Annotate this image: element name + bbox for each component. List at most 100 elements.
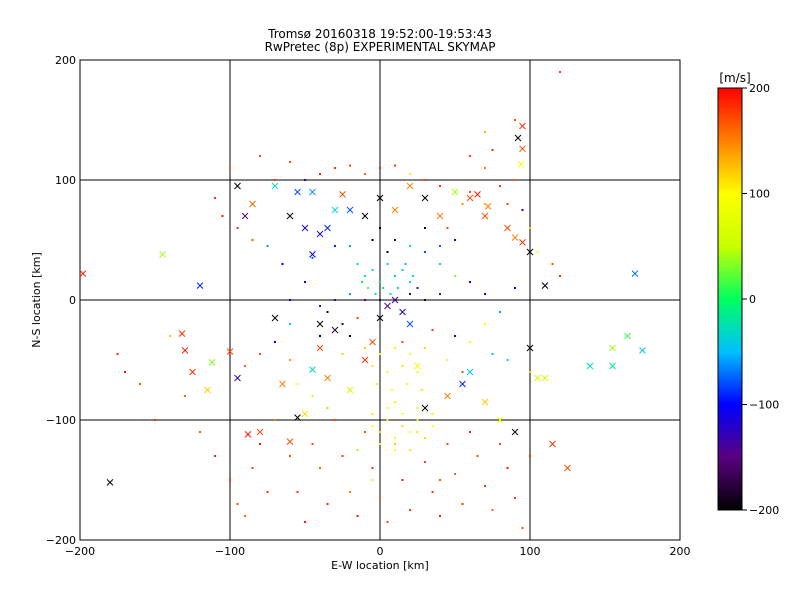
cross-marker [391, 206, 399, 214]
dot-marker [364, 173, 366, 175]
dot-marker [349, 491, 351, 493]
dot-marker [389, 293, 392, 295]
dot-marker [484, 131, 486, 133]
dot-marker [409, 245, 411, 247]
colorbar-gradient [717, 87, 743, 511]
dot-marker [236, 503, 239, 505]
dot-marker [296, 491, 299, 493]
colorbar-tick-label: −200 [749, 504, 779, 517]
cross-marker [244, 431, 252, 438]
dot-marker [424, 299, 426, 301]
dot-marker [364, 299, 366, 301]
cross-marker [406, 320, 414, 328]
cross-marker [226, 348, 234, 355]
cross-marker [234, 182, 241, 190]
dot-marker [506, 203, 509, 205]
dot-marker [356, 263, 359, 265]
dot-marker [379, 497, 381, 499]
cross-marker [534, 374, 541, 382]
dot-marker [412, 275, 414, 277]
dot-marker [266, 491, 269, 493]
dot-marker [439, 245, 441, 247]
dot-marker [334, 167, 336, 169]
cross-marker [249, 200, 256, 208]
dot-marker [169, 335, 171, 337]
dot-marker [446, 359, 449, 361]
cross-marker [106, 479, 114, 486]
dot-marker [319, 467, 321, 469]
dot-marker [394, 401, 396, 403]
cross-marker [376, 314, 384, 322]
dot-marker [551, 263, 554, 265]
cross-marker [519, 239, 526, 246]
dot-marker [259, 353, 261, 355]
dot-marker [401, 425, 404, 427]
dot-marker [386, 371, 389, 373]
dot-marker [371, 365, 374, 367]
dot-marker [154, 419, 156, 421]
cross-marker [301, 224, 309, 232]
cross-marker [541, 374, 549, 382]
dot-marker [536, 251, 539, 253]
cross-marker [309, 188, 316, 196]
x-tick-label: −200 [65, 545, 95, 558]
cross-marker [181, 347, 189, 354]
cross-marker [294, 414, 301, 421]
cross-marker [609, 344, 616, 352]
dot-marker [379, 431, 381, 433]
dot-marker [304, 179, 306, 181]
cross-marker [361, 212, 369, 220]
dot-marker [311, 443, 314, 445]
dot-marker [371, 425, 374, 427]
dot-marker [341, 455, 344, 457]
cross-marker [541, 282, 549, 289]
dot-marker [274, 419, 276, 421]
y-axis-ticks: 200 100 0 −100 −200 [46, 54, 680, 547]
colorbar-tick-label: 100 [749, 188, 770, 201]
dot-marker [379, 353, 381, 355]
dot-marker [469, 431, 471, 433]
y-tick-label: −100 [46, 414, 76, 427]
cross-marker [294, 188, 301, 196]
dot-marker [484, 323, 486, 325]
data-points [79, 71, 646, 529]
dot-marker [514, 119, 516, 121]
cross-marker [316, 320, 324, 328]
cross-marker [586, 362, 594, 370]
dot-marker [404, 263, 407, 265]
dot-marker [439, 515, 441, 517]
dot-marker [424, 227, 426, 229]
cross-marker [406, 182, 414, 190]
cross-marker [361, 356, 369, 364]
dot-marker [446, 443, 449, 445]
dot-marker [349, 164, 351, 167]
dot-marker [371, 467, 374, 469]
colorbar-tick-label: 0 [749, 293, 756, 306]
dot-marker [431, 329, 434, 331]
dot-marker [266, 245, 269, 247]
cross-marker [624, 332, 631, 340]
dot-marker [379, 299, 381, 301]
dot-marker [416, 407, 419, 409]
dot-marker [326, 407, 329, 409]
dot-marker [416, 419, 419, 421]
dot-marker [454, 275, 456, 277]
cross-marker [286, 212, 294, 220]
cross-marker [399, 308, 406, 316]
dot-marker [334, 419, 336, 421]
dot-marker [289, 299, 291, 301]
dot-marker [259, 155, 261, 157]
dot-marker [214, 197, 216, 199]
cross-marker [504, 224, 511, 232]
dot-marker [397, 287, 399, 289]
dot-marker [421, 389, 423, 391]
y-tick-label: −200 [46, 534, 76, 547]
dot-marker [361, 281, 363, 283]
cross-marker [324, 374, 331, 382]
dot-marker [469, 155, 471, 157]
dot-marker [124, 371, 126, 373]
dot-marker [439, 479, 441, 481]
colorbar: [m/s] 200 100 0 −100 −200 [717, 71, 779, 517]
y-tick-label: 200 [55, 54, 76, 67]
